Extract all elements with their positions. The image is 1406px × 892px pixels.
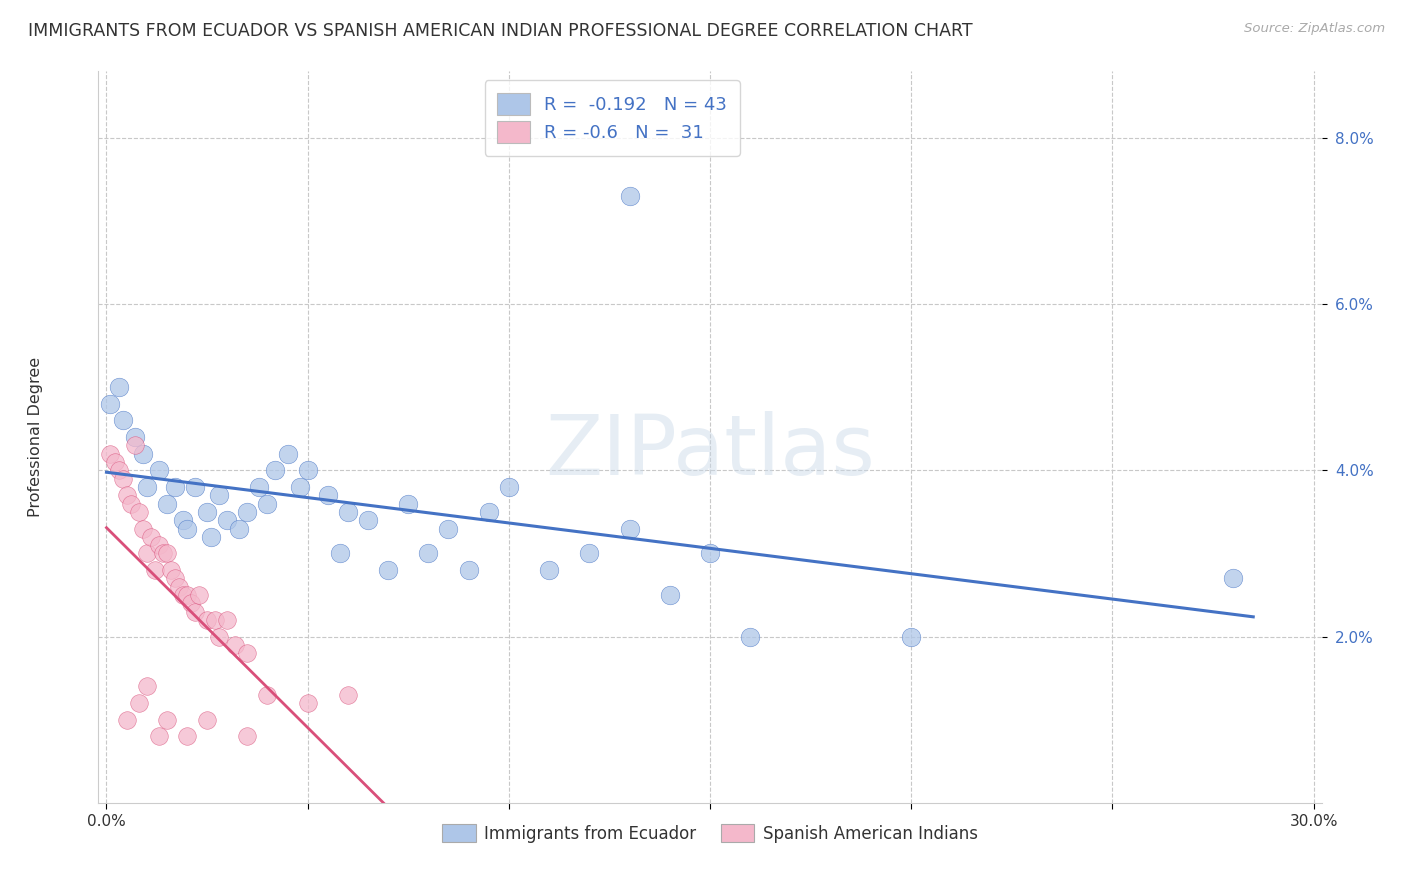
Text: IMMIGRANTS FROM ECUADOR VS SPANISH AMERICAN INDIAN PROFESSIONAL DEGREE CORRELATI: IMMIGRANTS FROM ECUADOR VS SPANISH AMERI…	[28, 22, 973, 40]
Point	[208, 630, 231, 644]
Point	[107, 463, 129, 477]
Point	[100, 447, 122, 461]
Point	[172, 513, 194, 527]
Point	[120, 497, 142, 511]
Point	[740, 630, 762, 644]
Point	[699, 546, 721, 560]
Point	[131, 447, 153, 461]
Point	[297, 463, 319, 477]
Point	[100, 397, 122, 411]
Point	[163, 480, 186, 494]
Point	[658, 588, 681, 602]
Point	[336, 688, 359, 702]
Point	[200, 530, 222, 544]
Point	[148, 729, 170, 743]
Text: Source: ZipAtlas.com: Source: ZipAtlas.com	[1244, 22, 1385, 36]
Point	[124, 430, 146, 444]
Point	[256, 497, 278, 511]
Point	[236, 505, 259, 519]
Point	[357, 513, 380, 527]
Point	[111, 472, 134, 486]
Point	[457, 563, 479, 577]
Point	[115, 713, 138, 727]
Point	[396, 497, 419, 511]
Point	[103, 455, 125, 469]
Point	[336, 505, 359, 519]
Point	[228, 521, 250, 535]
Point	[900, 630, 922, 644]
Point	[124, 438, 146, 452]
Point	[163, 571, 186, 585]
Point	[217, 613, 239, 627]
Point	[437, 521, 460, 535]
Point	[195, 613, 218, 627]
Point	[131, 521, 153, 535]
Point	[115, 488, 138, 502]
Point	[297, 696, 319, 710]
Point	[188, 588, 211, 602]
Point	[172, 588, 194, 602]
Point	[143, 563, 166, 577]
Point	[180, 596, 202, 610]
Point	[176, 588, 198, 602]
Point	[135, 546, 157, 560]
Point	[128, 696, 150, 710]
Point	[1222, 571, 1244, 585]
Point	[256, 688, 278, 702]
Legend: Immigrants from Ecuador, Spanish American Indians: Immigrants from Ecuador, Spanish America…	[436, 818, 984, 849]
Point	[195, 713, 218, 727]
Point	[578, 546, 600, 560]
Point	[156, 497, 179, 511]
Point	[538, 563, 561, 577]
Point	[156, 713, 179, 727]
Point	[316, 488, 339, 502]
Point	[264, 463, 287, 477]
Point	[160, 563, 183, 577]
Point	[288, 480, 311, 494]
Point	[135, 480, 157, 494]
Point	[498, 480, 520, 494]
Point	[111, 413, 134, 427]
Point	[152, 546, 174, 560]
Point	[619, 521, 641, 535]
Point	[277, 447, 299, 461]
Point	[217, 513, 239, 527]
Point	[329, 546, 352, 560]
Point	[148, 463, 170, 477]
Point	[204, 613, 226, 627]
Point	[236, 729, 259, 743]
Y-axis label: Professional Degree: Professional Degree	[28, 357, 42, 517]
Point	[478, 505, 501, 519]
Point	[418, 546, 440, 560]
Point	[619, 189, 641, 203]
Point	[107, 380, 129, 394]
Point	[176, 521, 198, 535]
Point	[148, 538, 170, 552]
Point	[195, 505, 218, 519]
Point	[224, 638, 246, 652]
Point	[377, 563, 399, 577]
Point	[184, 605, 207, 619]
Point	[247, 480, 270, 494]
Point	[184, 480, 207, 494]
Point	[135, 680, 157, 694]
Text: ZIPatlas: ZIPatlas	[546, 411, 875, 492]
Point	[208, 488, 231, 502]
Point	[139, 530, 162, 544]
Point	[128, 505, 150, 519]
Point	[176, 729, 198, 743]
Point	[156, 546, 179, 560]
Point	[167, 580, 190, 594]
Point	[236, 646, 259, 660]
